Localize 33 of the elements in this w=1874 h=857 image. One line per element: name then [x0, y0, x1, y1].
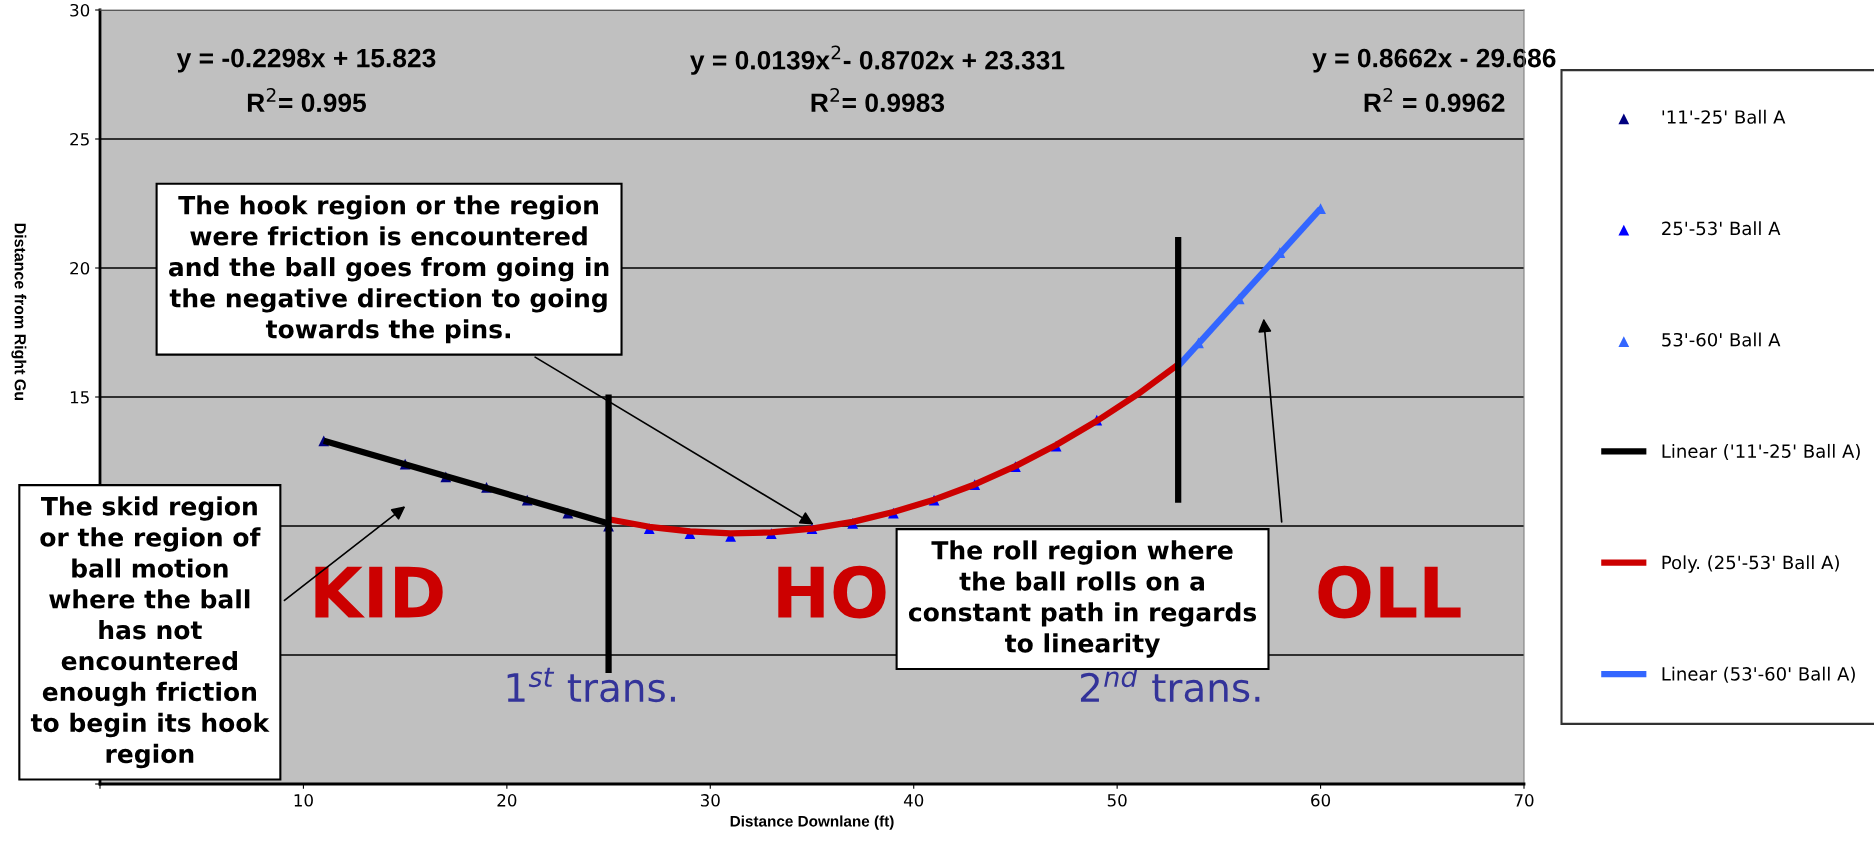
annotation: y = 0.0139x$^{2}$- 0.8702x + 23.331: [690, 45, 1065, 75]
annotation: R$^{2}$= 0.9983: [811, 88, 945, 113]
annotation: OLL: [1318, 565, 1461, 619]
y-tick-label: 20: [70, 261, 90, 275]
annotation: 2$^{nd}$ trans.: [1080, 666, 1260, 703]
x-axis-title: Distance Downlane (ft): [730, 815, 894, 830]
y-tick-label: 15: [70, 391, 89, 404]
y-tick-label: 25: [70, 132, 89, 146]
annotation: 1$^{st}$ trans.: [507, 667, 675, 703]
y-tick-label: 30: [70, 3, 90, 17]
x-tick-label: 60: [1311, 794, 1331, 807]
annotation: The hook region or the region were friction is encountered and the ball goes from going in the negative direction to going towards the pins.: [168, 195, 609, 344]
legend-label: 53'-60' Ball A: [1662, 332, 1781, 347]
annotation: y = -0.2298x + 15.823: [176, 48, 436, 73]
legend-label: '11'-25' Ball A: [1662, 109, 1786, 124]
annotation: R$^{2}$ = 0.9962: [1364, 88, 1505, 113]
y-axis-title: Distance from Right Gu: [11, 223, 27, 400]
x-tick-label: 70: [1514, 794, 1534, 807]
annotation: R$^{2}$= 0.995: [247, 88, 367, 113]
x-tick-label: 20: [497, 794, 517, 807]
legend-label: Linear (53'-60' Ball A): [1662, 666, 1855, 683]
legend-label: Poly. (25'-53' Ball A): [1662, 555, 1839, 573]
x-tick-label: 40: [903, 794, 924, 807]
x-tick-label: 10: [294, 794, 313, 807]
x-tick-label: 30: [700, 794, 720, 807]
annotation: HO: [778, 565, 886, 619]
x-tick-label: 50: [1107, 794, 1127, 807]
annotation: y = 0.8662x - 29.686: [1312, 48, 1556, 73]
annotation: KID: [315, 566, 443, 618]
legend-label: Linear ('11'-25' Ball A): [1662, 443, 1860, 461]
legend-label: 25'-53' Ball A: [1662, 221, 1781, 236]
text: The skid region or the region of ball motion where the ball has not encountered enough friction to begin its hook region: [30, 496, 270, 769]
annotation: The roll region where the ball rolls on a constant path in regards to linearity: [908, 540, 1257, 658]
